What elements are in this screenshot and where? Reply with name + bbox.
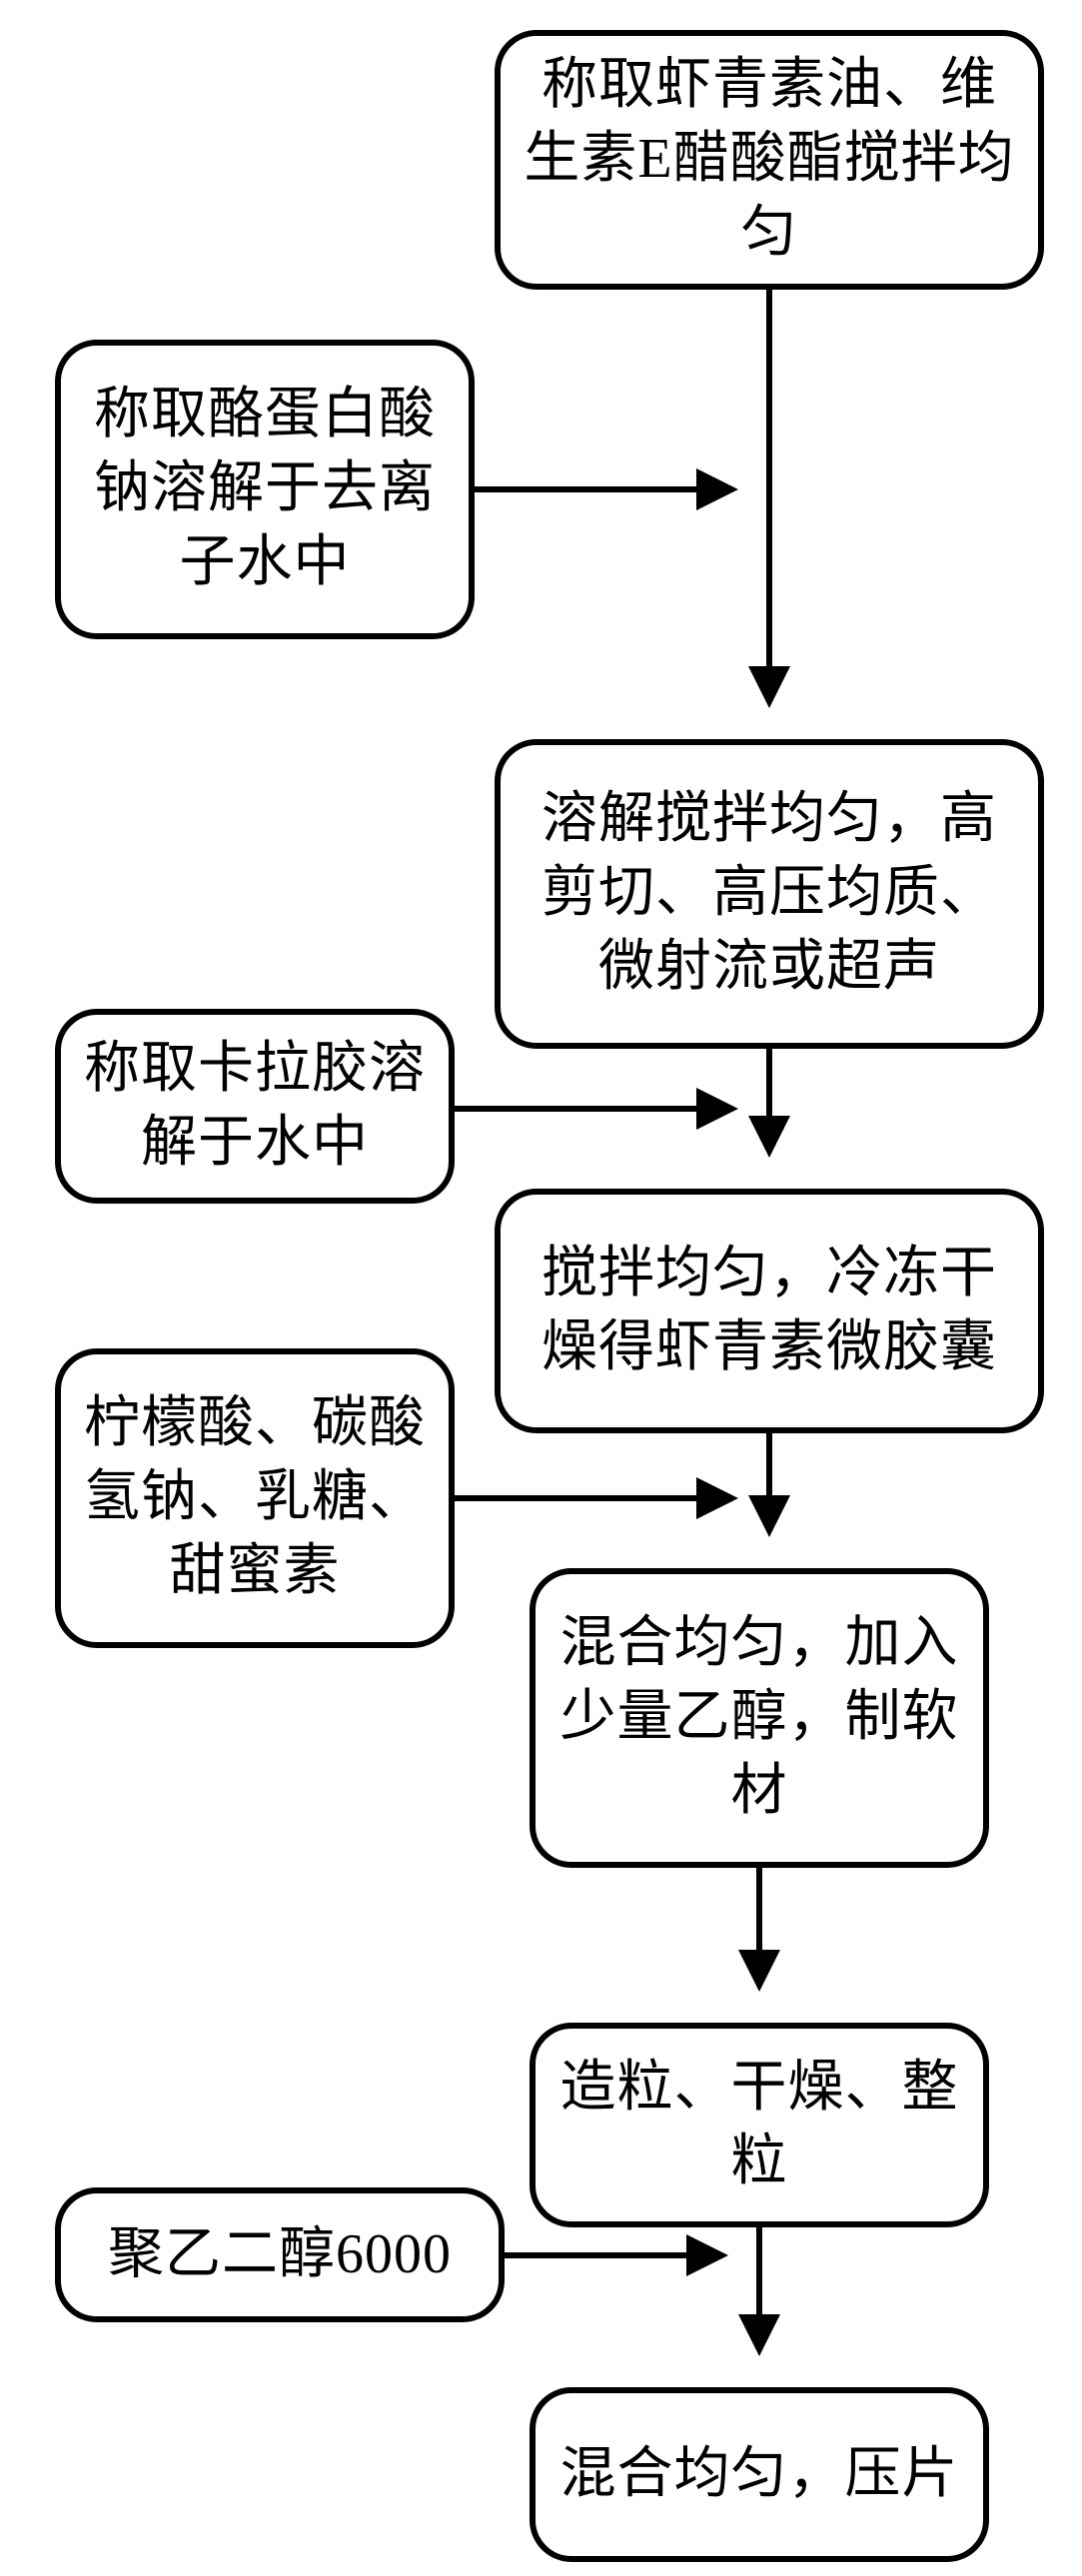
flow-node-step3: 搅拌均匀，冷冻干燥得虾青素微胶囊	[495, 1189, 1044, 1433]
flow-node-side1: 称取酪蛋白酸钠溶解于去离子水中	[55, 340, 475, 639]
flow-node-label: 柠檬酸、碳酸氢钠、乳糖、甜蜜素	[79, 1387, 431, 1609]
flow-node-step4: 混合均匀，加入少量乙醇，制软材	[530, 1568, 989, 1868]
flow-node-label: 混合均匀，压片	[560, 2438, 959, 2512]
flow-node-label: 混合均匀，加入少量乙醇，制软材	[553, 1607, 965, 1829]
flow-node-label: 称取酪蛋白酸钠溶解于去离子水中	[79, 379, 451, 600]
flow-node-label: 称取卡拉胶溶解于水中	[79, 1033, 431, 1181]
flow-node-label: 搅拌均匀，冷冻干燥得虾青素微胶囊	[519, 1238, 1020, 1385]
flow-node-label: 造粒、干燥、整粒	[553, 2052, 965, 2199]
flow-node-step5: 造粒、干燥、整粒	[530, 2023, 989, 2227]
flow-node-label: 称取虾青素油、维生素E醋酸酯搅拌均匀	[519, 49, 1020, 271]
flow-node-label: 溶解搅拌均匀，高剪切、高压均质、微射流或超声	[519, 783, 1020, 1005]
flow-node-side3: 柠檬酸、碳酸氢钠、乳糖、甜蜜素	[55, 1348, 455, 1648]
flow-node-step6: 混合均匀，压片	[530, 2387, 989, 2562]
flow-node-side2: 称取卡拉胶溶解于水中	[55, 1009, 455, 1204]
flow-node-side4: 聚乙二醇6000	[55, 2187, 505, 2322]
flow-node-step2: 溶解搅拌均匀，高剪切、高压均质、微射流或超声	[495, 739, 1044, 1049]
flow-node-label: 聚乙二醇6000	[108, 2218, 452, 2292]
flow-node-step1: 称取虾青素油、维生素E醋酸酯搅拌均匀	[495, 30, 1044, 290]
